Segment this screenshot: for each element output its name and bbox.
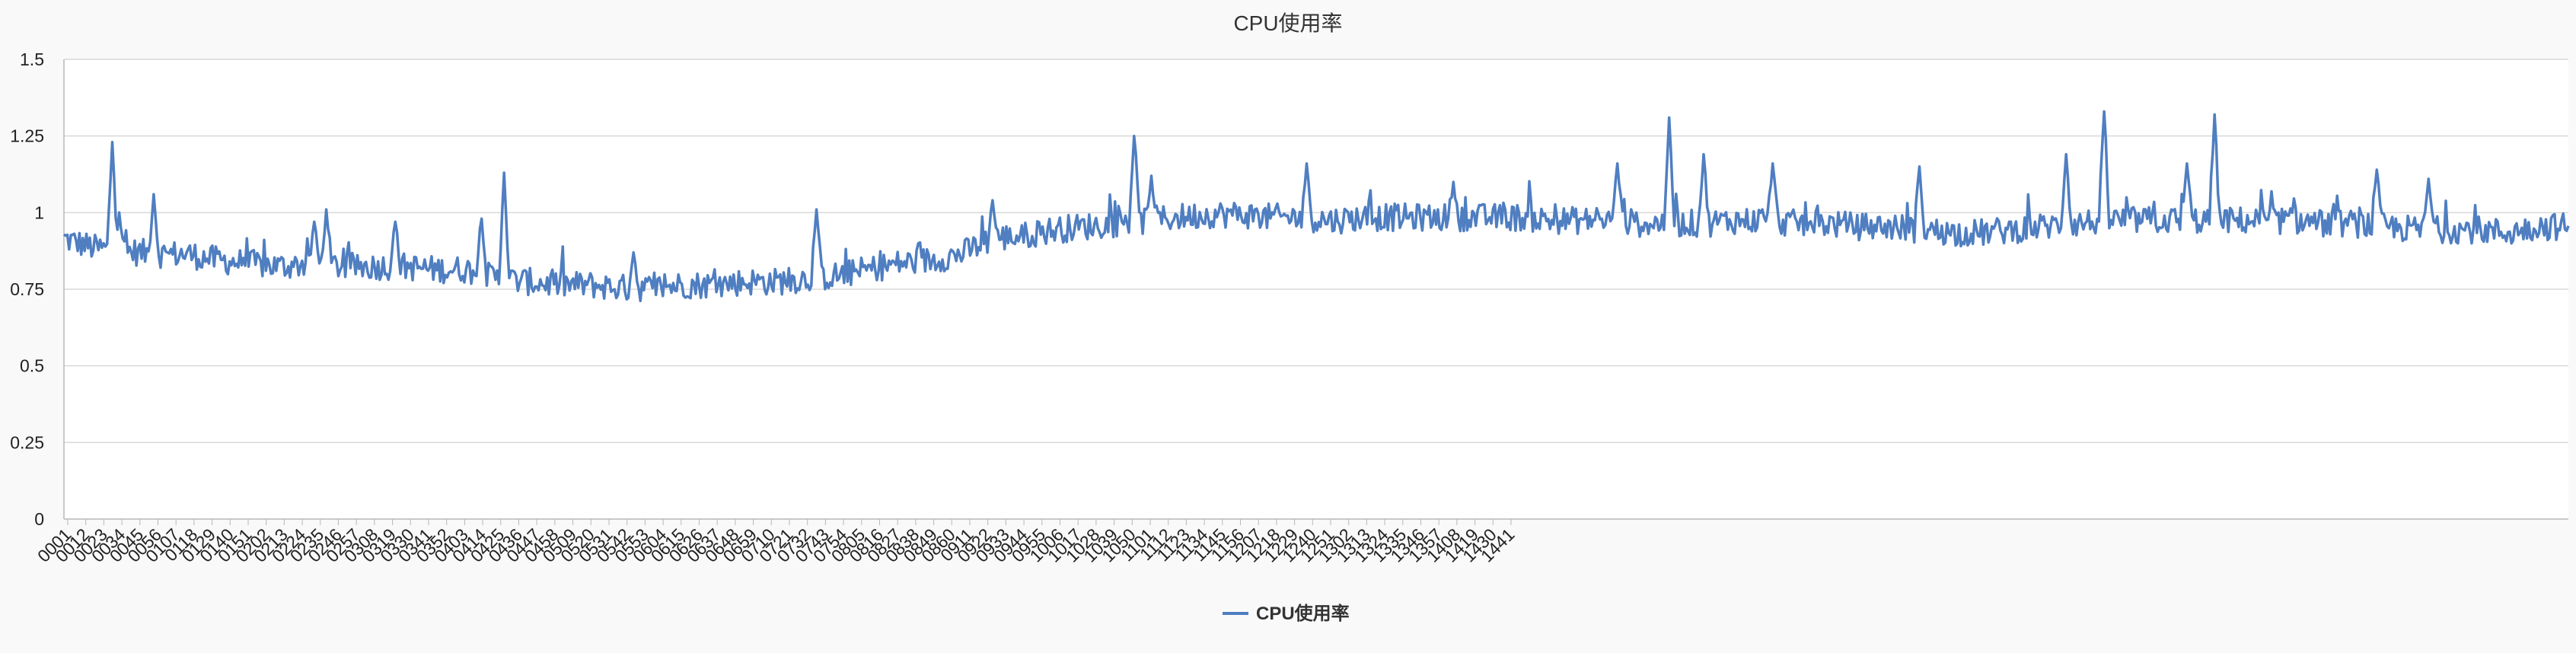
y-tick-label: 1: [34, 202, 44, 222]
y-tick-label: 0: [34, 509, 44, 529]
gridlines: [64, 59, 2568, 444]
y-tick-label: 0.25: [10, 432, 44, 452]
y-tick-label: 1.5: [20, 49, 44, 69]
y-tick-label: 0.75: [10, 279, 44, 299]
legend[interactable]: CPU使用率: [1223, 603, 1350, 624]
chart-title: CPU使用率: [1233, 11, 1342, 35]
y-tick-label: 0.5: [20, 356, 44, 376]
x-axis-tick-labels: 0001001200230034004500560107011801290140…: [33, 519, 1519, 566]
legend-label-cpu-usage[interactable]: CPU使用率: [1256, 603, 1350, 624]
y-axis-tick-labels: 0 0.25 0.5 0.75 1 1.25 1.5: [10, 49, 44, 529]
y-tick-label: 1.25: [10, 126, 44, 146]
series-line-cpu-usage: [63, 110, 2570, 303]
